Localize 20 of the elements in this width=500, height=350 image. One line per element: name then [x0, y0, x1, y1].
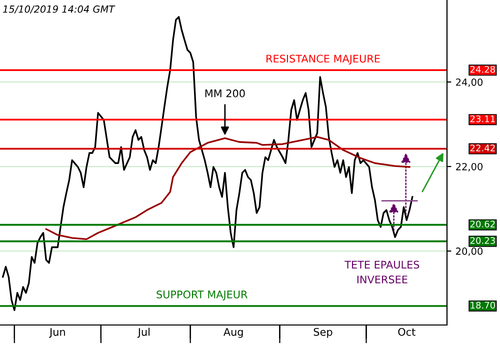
annotation: RESISTANCE MAJEURE — [266, 54, 380, 65]
y-tick-label: 22,00 — [456, 162, 483, 172]
ref-line-label: 18.70 — [470, 302, 496, 309]
y-tick-label: 24,00 — [456, 78, 483, 87]
ref-line-label: 20.23 — [470, 237, 495, 244]
x-tick-label: Aug — [224, 328, 243, 338]
x-tick-label: Sep — [314, 328, 332, 338]
annotation: TETE EPAULES INVERSEE — [344, 260, 420, 284]
x-tick-label: Jul — [137, 328, 150, 338]
annotation: MM 200 — [205, 89, 245, 98]
ref-line-label: 23.11 — [470, 115, 495, 122]
x-tick-label: Jun — [49, 328, 65, 338]
y-tick-label: 20,00 — [456, 248, 483, 256]
line-series — [45, 136, 410, 240]
ref-line-label: 24.28 — [470, 66, 495, 73]
annotation: SUPPORT MAJEUR — [156, 290, 248, 300]
x-tick-label: Oct — [398, 328, 416, 336]
ref-line-label: 20.62 — [470, 220, 495, 228]
annotation: 15/10/2019 14:04 GMT — [2, 5, 116, 14]
ref-line-label: 22.42 — [470, 144, 495, 152]
